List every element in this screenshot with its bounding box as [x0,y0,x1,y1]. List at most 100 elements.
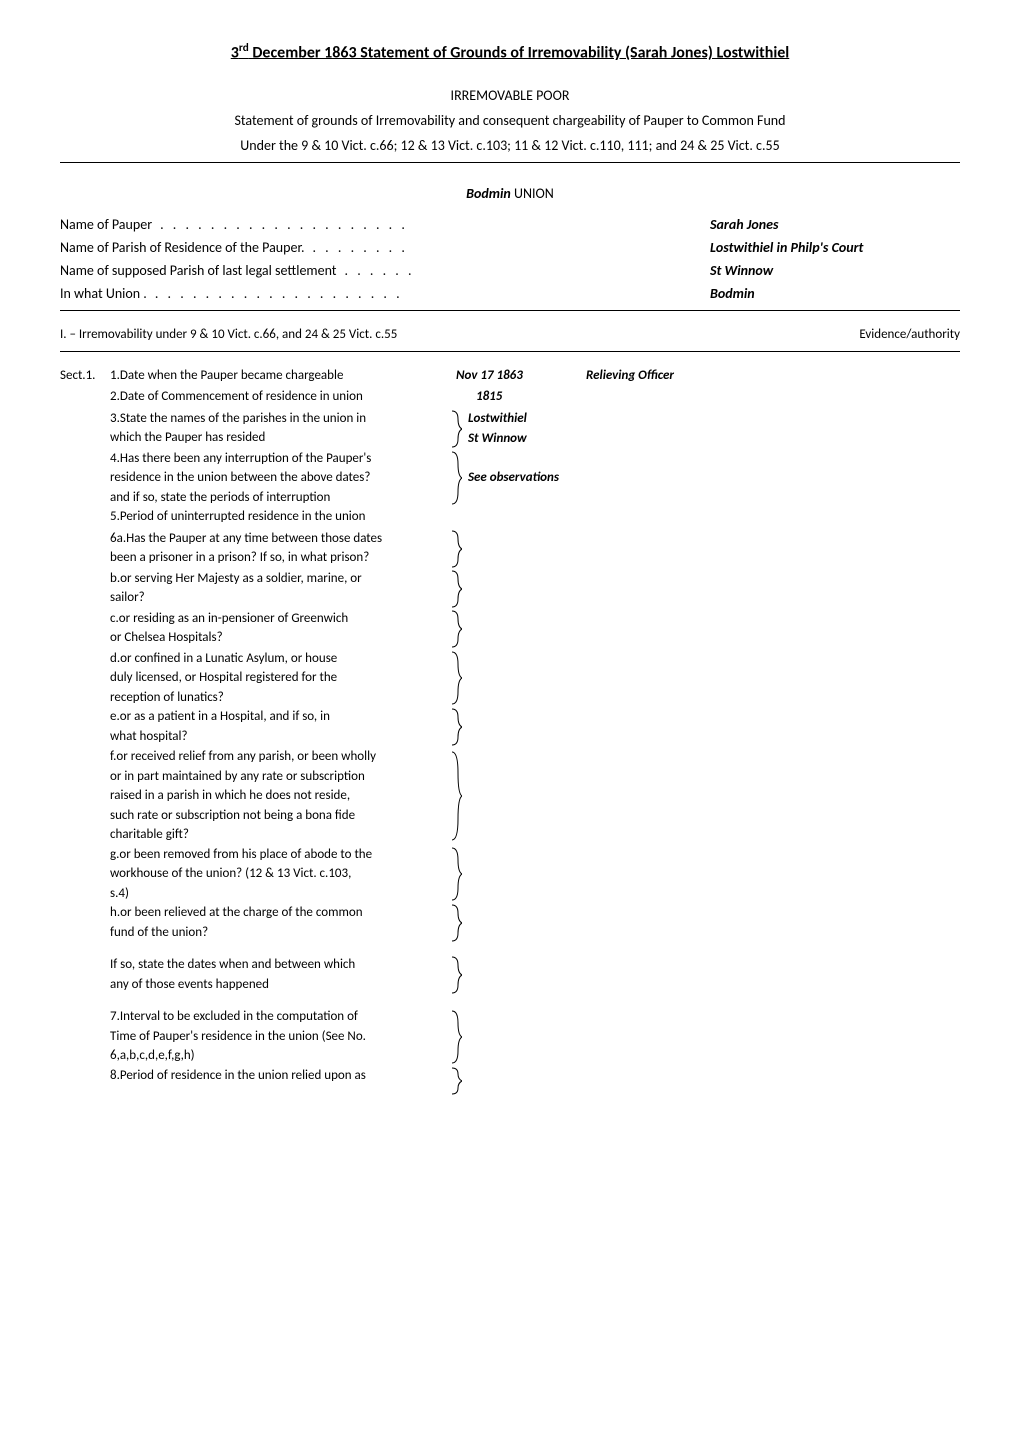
q6g-line2: workhouse of the union? (12 & 13 Vict. c… [110,864,450,884]
q4-group: 4.Has there been any interruption of the… [110,449,960,508]
q6b-group: b.or serving Her Majesty as a soldier, m… [110,569,960,609]
sect1-body: 1.Date when the Pauper became chargeable… [110,366,960,1096]
q6e-line1: e.or as a patient in a Hospital, and if … [110,707,450,727]
q6d-group: d.or confined in a Lunatic Asylum, or ho… [110,649,960,708]
q6c-group: c.or residing as an in-pensioner of Gree… [110,609,960,649]
q4-answer: See observations [464,449,598,508]
rule-top [60,162,960,163]
q6f-line3: raised in a parish in which he does not … [110,786,450,806]
field-pauper-value: Sarah Jones [710,214,960,235]
q6f-line4: such rate or subscription not being a bo… [110,806,450,826]
brace-icon [450,609,464,649]
evidence-header: I. – Irremovability under 9 & 10 Vict. c… [60,325,960,345]
field-parish-settle-label: Name of supposed Parish of last legal se… [60,260,337,281]
title-day: 3 [231,43,239,62]
q5-text: 5.Period of uninterrupted residence in t… [110,507,456,527]
q6f-group: f.or received relief from any parish, or… [110,747,960,845]
q6e-line2: what hospital? [110,727,450,747]
q3-ans2: St Winnow [468,429,527,449]
title-rest: December 1863 Statement of Grounds of Ir… [249,43,790,62]
field-union: In what Union . . . . . . . . . . . . . … [60,283,960,304]
union-header: Bodmin UNION [60,183,960,204]
q7-line3: 6,a,b,c,d,e,f,g,h) [110,1046,450,1066]
q1-row: 1.Date when the Pauper became chargeable… [110,366,960,386]
q4-line1: 4.Has there been any interruption of the… [110,449,450,469]
field-parish-res-value: Lostwithiel in Philp's Court [710,237,960,258]
q6f-line1: f.or received relief from any parish, or… [110,747,450,767]
ifso-line2: any of those events happened [110,975,450,995]
q1-answer: Nov 17 1863 [456,366,586,386]
title-ordinal: rd [239,41,249,55]
sect1-label: Sect.1. [60,366,110,1096]
rule-evidence [60,351,960,352]
q6a-line1: 6a.Has the Pauper at any time between th… [110,529,450,549]
q6g-line3: s.4) [110,884,450,904]
document-title: 3rd December 1863 Statement of Grounds o… [60,40,960,65]
brace-icon [450,449,464,508]
dots: . . . . . . . . . . . . . . . . . . . . [147,283,710,304]
dots: . . . . . . . . [304,237,710,258]
brace-icon [450,955,464,995]
q2-text: 2.Date of Commencement of residence in u… [110,387,456,407]
q1-authority: Relieving Officer [586,366,746,386]
field-pauper-label: Name of Pauper [60,214,152,235]
q6g-group: g.or been removed from his place of abod… [110,845,960,904]
brace-icon [450,529,464,569]
q6d-line2: duly licensed, or Hospital registered fo… [110,668,450,688]
q6a-line2: been a prisoner in a prison? If so, in w… [110,548,450,568]
brace-icon [450,845,464,904]
q4-line2: residence in the union between the above… [110,468,450,488]
brace-icon [450,1066,464,1096]
header-line3: Under the 9 & 10 Vict. c.66; 12 & 13 Vic… [60,135,960,156]
q6h-group: h.or been relieved at the charge of the … [110,903,960,943]
brace-icon [450,409,464,449]
brace-icon [450,707,464,747]
q3-ans1: Lostwithiel [468,409,527,429]
evidence-left: I. – Irremovability under 9 & 10 Vict. c… [60,325,397,345]
q6f-line2: or in part maintained by any rate or sub… [110,767,450,787]
q2-answer: 1815 [456,387,606,407]
q6d-line3: reception of lunatics? [110,688,450,708]
q7-line2: Time of Pauper's residence in the union … [110,1027,450,1047]
union-name: Bodmin [466,185,511,202]
field-parish-settle-value: St Winnow [710,260,960,281]
brace-icon [450,649,464,708]
q6h-line1: h.or been relieved at the charge of the … [110,903,450,923]
dots: . . . . . . [337,260,711,281]
union-rest: UNION [511,185,554,202]
q6c-line1: c.or residing as an in-pensioner of Gree… [110,609,450,629]
q4-line3: and if so, state the periods of interrup… [110,488,450,508]
field-pauper: Name of Pauper . . . . . . . . . . . . .… [60,214,960,235]
field-union-value: Bodmin [710,283,960,304]
q6c-line2: or Chelsea Hospitals? [110,628,450,648]
q6d-line1: d.or confined in a Lunatic Asylum, or ho… [110,649,450,669]
dots: . . . . . . . . . . . . . . . . . . . . [152,214,710,235]
brace-icon [450,569,464,609]
q3-line1: 3.State the names of the parishes in the… [110,409,450,429]
brace-icon [450,747,464,845]
q3-group: 3.State the names of the parishes in the… [110,409,960,449]
q7-line1: 7.Interval to be excluded in the computa… [110,1007,450,1027]
field-parish-res-label: Name of Parish of Residence of the Paupe… [60,237,304,258]
q6b-line2: sailor? [110,588,450,608]
q2-row: 2.Date of Commencement of residence in u… [110,387,960,407]
header-line1: IRREMOVABLE POOR [60,85,960,106]
evidence-right: Evidence/authority [859,325,960,345]
field-parish-residence: Name of Parish of Residence of the Paupe… [60,237,960,258]
q6g-line1: g.or been removed from his place of abod… [110,845,450,865]
field-parish-settlement: Name of supposed Parish of last legal se… [60,260,960,281]
rule-fields [60,310,960,311]
q7-group: 7.Interval to be excluded in the computa… [110,1007,960,1066]
header-line2: Statement of grounds of Irremovability a… [60,110,960,131]
ifso-group: If so, state the dates when and between … [110,955,960,995]
q3-line2: which the Pauper has resided [110,428,450,448]
q8-group: 8.Period of residence in the union relie… [110,1066,960,1096]
q6a-group: 6a.Has the Pauper at any time between th… [110,529,960,569]
q6h-line2: fund of the union? [110,923,450,943]
q8-line1: 8.Period of residence in the union relie… [110,1066,450,1086]
ifso-line1: If so, state the dates when and between … [110,955,450,975]
q6e-group: e.or as a patient in a Hospital, and if … [110,707,960,747]
q1-text: 1.Date when the Pauper became chargeable [110,366,456,386]
sect1-container: Sect.1. 1.Date when the Pauper became ch… [60,366,960,1096]
q5-row: 5.Period of uninterrupted residence in t… [110,507,960,527]
